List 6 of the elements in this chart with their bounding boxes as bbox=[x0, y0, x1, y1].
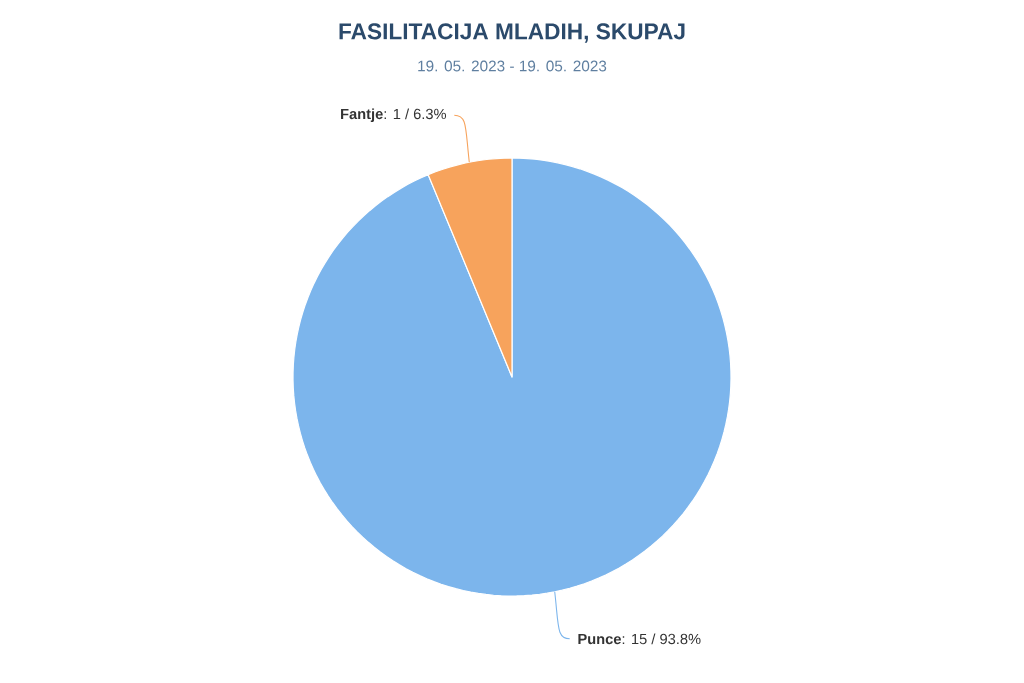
chart-subtitle: 19. 05. 2023 - 19. 05. 2023 bbox=[418, 60, 607, 72]
data-label: : 1 / 6.3% bbox=[384, 108, 447, 120]
data-label: : 15 / 93.8% bbox=[622, 633, 701, 645]
slice-label: Punce bbox=[578, 633, 621, 645]
chart-title: FASILITACIJA MLADIH, SKUPAJ bbox=[339, 23, 685, 43]
slice-label: Fantje bbox=[341, 108, 383, 123]
